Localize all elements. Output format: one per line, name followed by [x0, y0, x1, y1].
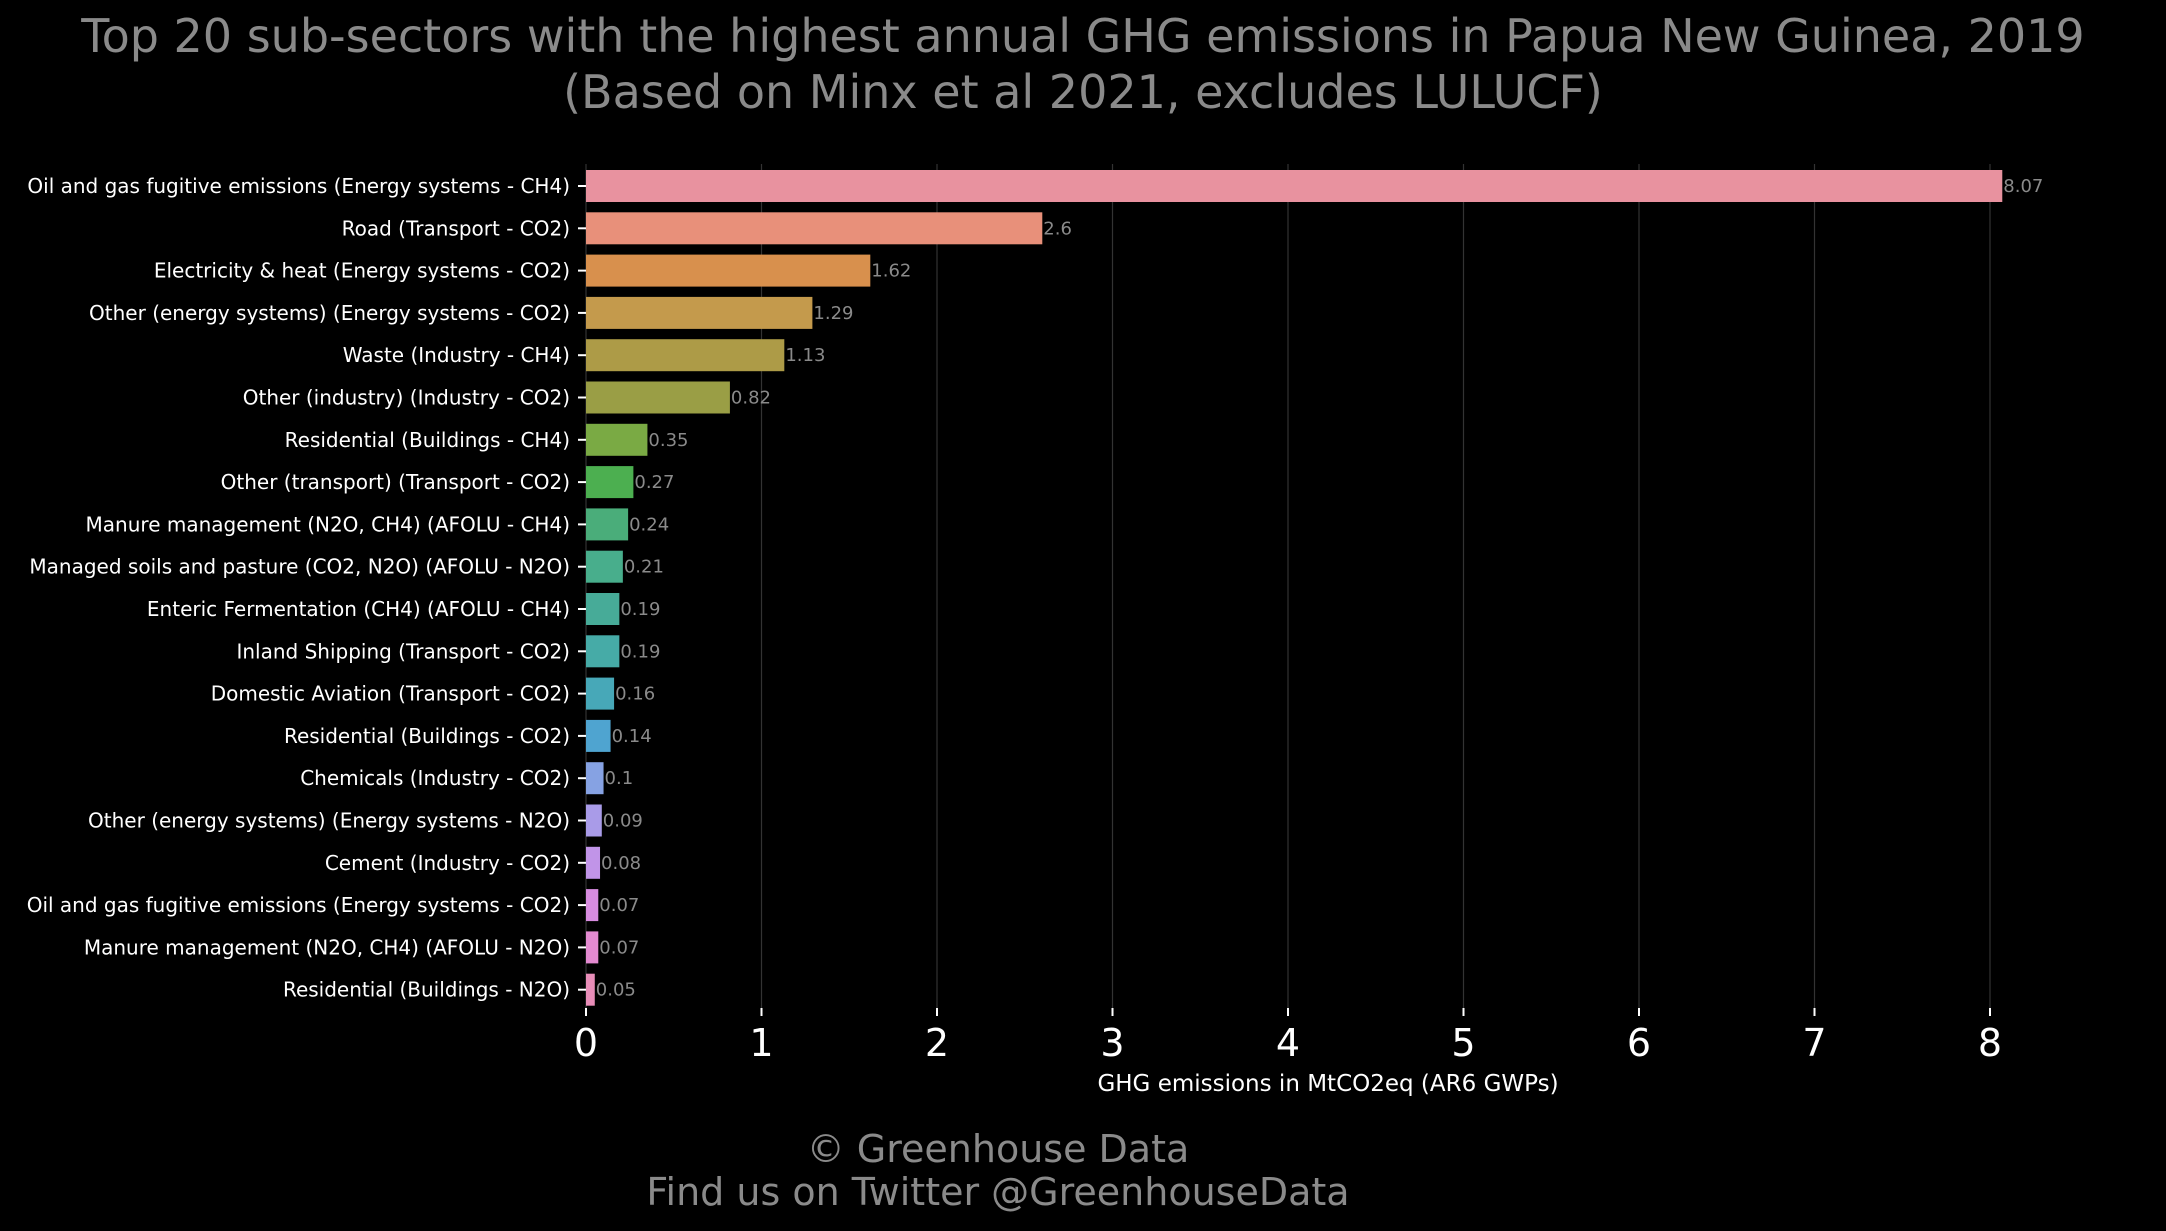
data-label: 0.16 [615, 684, 655, 705]
credit-line-1: © Greenhouse Data [807, 1127, 1190, 1171]
category-label: Managed soils and pasture (CO2, N2O) (AF… [29, 555, 570, 579]
x-tick-label: 3 [1100, 1021, 1124, 1065]
bar [586, 804, 602, 837]
x-tick-label: 0 [574, 1021, 598, 1065]
category-label: Other (transport) (Transport - CO2) [221, 470, 570, 494]
bars [586, 170, 2003, 1006]
data-label: 0.08 [601, 853, 641, 874]
category-label: Chemicals (Industry - CO2) [300, 766, 570, 790]
bar [586, 677, 615, 710]
category-label: Manure management (N2O, CH4) (AFOLU - N2… [84, 935, 570, 959]
data-label: 0.09 [603, 811, 643, 832]
data-label: 0.07 [599, 937, 639, 958]
category-label: Residential (Buildings - CO2) [284, 724, 570, 748]
data-label: 1.29 [813, 303, 853, 324]
bar [586, 170, 2003, 202]
category-label: Waste (Industry - CH4) [343, 343, 570, 367]
bar [586, 846, 601, 879]
gridlines [585, 164, 1991, 1008]
data-label: 0.14 [612, 726, 652, 747]
bar [586, 254, 871, 287]
data-label: 1.62 [871, 261, 911, 282]
category-label: Road (Transport - CO2) [342, 216, 570, 240]
category-label: Other (energy systems) (Energy systems -… [89, 301, 570, 325]
x-tick-label: 4 [1276, 1021, 1300, 1065]
data-label: 8.07 [2003, 176, 2043, 197]
x-tick-label: 8 [1978, 1021, 2002, 1065]
credit-line-2: Find us on Twitter @GreenhouseData [646, 1170, 1349, 1214]
category-label: Oil and gas fugitive emissions (Energy s… [27, 174, 570, 198]
category-label: Other (industry) (Industry - CO2) [243, 386, 570, 410]
x-axis-title: GHG emissions in MtCO2eq (AR6 GWPs) [1097, 1071, 1558, 1097]
data-label: 0.24 [629, 514, 669, 535]
data-label: 0.27 [634, 472, 674, 493]
data-label: 0.35 [648, 430, 688, 451]
data-label: 0.05 [596, 980, 636, 1001]
data-label: 0.19 [620, 641, 660, 662]
value-labels: 8.07 2.6 1.62 1.29 1.13 0.82 0.35 0.27 0.24 0.21 0… [596, 176, 2044, 1001]
bar [586, 931, 599, 964]
data-label: 0.82 [731, 388, 771, 409]
x-axis-ticks: 0 1 2 3 4 5 6 7 8 [574, 1008, 2002, 1065]
bar [586, 550, 623, 583]
bar [586, 212, 1043, 245]
bar [586, 339, 785, 372]
data-label: 0.21 [624, 557, 664, 578]
bar [586, 296, 813, 329]
category-label: Electricity & heat (Energy systems - CO2… [154, 259, 570, 283]
category-label: Domestic Aviation (Transport - CO2) [211, 682, 570, 706]
category-label: Manure management (N2O, CH4) (AFOLU - CH… [86, 512, 570, 536]
bar [586, 762, 604, 795]
x-tick-label: 2 [925, 1021, 949, 1065]
bar [586, 889, 599, 922]
data-label: 1.13 [785, 345, 825, 366]
bar [586, 508, 629, 541]
bar [586, 635, 620, 668]
data-label: 0.19 [620, 599, 660, 620]
data-label: 2.6 [1043, 218, 1072, 239]
x-tick-label: 1 [749, 1021, 773, 1065]
data-label: 0.07 [599, 895, 639, 916]
bar [586, 466, 634, 499]
category-label: Enteric Fermentation (CH4) (AFOLU - CH4) [147, 597, 570, 621]
category-label: Other (energy systems) (Energy systems -… [88, 809, 570, 833]
x-tick-label: 5 [1451, 1021, 1475, 1065]
bar [586, 593, 620, 625]
category-label: Residential (Buildings - CH4) [285, 428, 570, 452]
category-label: Residential (Buildings - N2O) [283, 978, 570, 1002]
data-label: 0.1 [605, 768, 634, 789]
bar [586, 973, 595, 1006]
category-label: Inland Shipping (Transport - CO2) [236, 639, 570, 663]
x-tick-label: 6 [1627, 1021, 1651, 1065]
bar [586, 381, 730, 414]
chart-subtitle: (Based on Minx et al 2021, excludes LULU… [563, 65, 1603, 119]
category-label: Cement (Industry - CO2) [325, 851, 570, 875]
bar [586, 719, 611, 752]
bar [586, 423, 648, 456]
category-labels: Oil and gas fugitive emissions (Energy s… [27, 174, 586, 1002]
category-label: Oil and gas fugitive emissions (Energy s… [27, 893, 570, 917]
x-tick-label: 7 [1802, 1021, 1826, 1065]
chart-title: Top 20 sub-sectors with the highest annu… [80, 9, 2084, 63]
